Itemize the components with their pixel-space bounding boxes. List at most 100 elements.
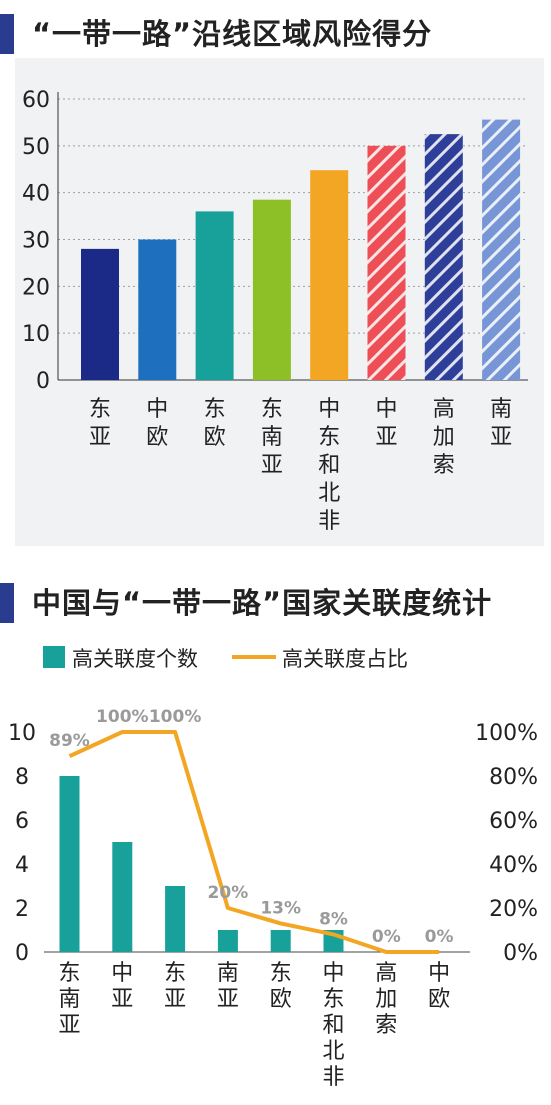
svg-text:东: 东 — [318, 425, 340, 450]
y-tick-label: 30 — [22, 229, 50, 254]
svg-text:欧: 欧 — [270, 987, 292, 1012]
x-tick-label: 东南亚 — [58, 961, 80, 1038]
svg-text:索: 索 — [375, 1013, 397, 1038]
x-tick-label: 中欧 — [146, 397, 168, 450]
svg-text:非: 非 — [322, 1065, 344, 1090]
y-right-tick-label: 100% — [475, 721, 538, 746]
data-label: 20% — [208, 883, 249, 903]
y-right-tick-label: 60% — [489, 809, 538, 834]
svg-text:和: 和 — [322, 1013, 344, 1038]
x-tick-label: 东欧 — [204, 397, 226, 450]
section-title-1: “一带一路”沿线区域风险得分 — [0, 14, 551, 54]
data-label: 0% — [372, 927, 401, 947]
x-tick-label: 南亚 — [217, 961, 239, 1012]
svg-text:欧: 欧 — [146, 425, 168, 450]
svg-text:欧: 欧 — [428, 987, 450, 1012]
y-tick-label: 60 — [22, 88, 50, 113]
data-label: 89% — [49, 731, 90, 751]
svg-text:中: 中 — [111, 961, 133, 986]
svg-text:南: 南 — [217, 961, 239, 986]
y-tick-label: 20 — [22, 275, 50, 300]
y-left-tick-label: 6 — [15, 809, 29, 834]
bar — [270, 930, 291, 952]
legend-swatch — [43, 646, 65, 668]
svg-text:东: 东 — [270, 961, 292, 986]
data-label: 0% — [425, 927, 454, 947]
svg-text:东: 东 — [261, 397, 283, 422]
svg-text:中: 中 — [322, 961, 344, 986]
bar — [310, 170, 349, 380]
bar — [59, 776, 80, 952]
x-tick-label: 高加索 — [375, 961, 397, 1038]
svg-text:非: 非 — [318, 509, 340, 534]
data-label: 13% — [260, 898, 301, 918]
svg-text:欧: 欧 — [204, 425, 226, 450]
legend: 高关联度个数 高关联度占比 — [43, 646, 408, 671]
line-series — [68, 730, 440, 954]
bar — [138, 239, 177, 380]
x-tick-label: 东亚 — [164, 961, 186, 1012]
svg-text:亚: 亚 — [375, 425, 397, 450]
x-tick-label: 中欧 — [428, 961, 450, 1012]
legend-label: 高关联度个数 — [72, 647, 198, 671]
svg-text:中: 中 — [428, 961, 450, 986]
bar — [252, 199, 291, 380]
svg-text:南: 南 — [261, 425, 283, 450]
svg-text:亚: 亚 — [217, 987, 239, 1012]
bar — [424, 134, 463, 380]
y-right-tick-label: 40% — [489, 853, 538, 878]
bar — [217, 930, 238, 952]
x-tick-label: 中亚 — [375, 397, 397, 450]
y-right-tick-label: 0% — [503, 941, 538, 966]
x-tick-label: 东南亚 — [261, 397, 283, 478]
bar — [367, 145, 406, 380]
svg-text:东: 东 — [164, 961, 186, 986]
y-tick-label: 50 — [22, 135, 50, 160]
y-tick-label: 10 — [22, 322, 50, 347]
chart1-title: “一带一路”沿线区域风险得分 — [32, 17, 433, 51]
x-tick-label: 南亚 — [490, 397, 512, 450]
legend-label: 高关联度占比 — [282, 647, 408, 671]
svg-text:东: 东 — [322, 987, 344, 1012]
data-label: 100% — [149, 707, 202, 727]
data-label: 100% — [96, 707, 149, 727]
y-left-tick-label: 8 — [15, 765, 29, 790]
y-tick-label: 0 — [36, 369, 50, 394]
y-left-tick-label: 4 — [15, 853, 29, 878]
svg-text:东: 东 — [204, 397, 226, 422]
x-tick-label: 东欧 — [270, 961, 292, 1012]
svg-text:北: 北 — [318, 481, 340, 506]
y-left-tick-label: 0 — [15, 941, 29, 966]
svg-text:亚: 亚 — [164, 987, 186, 1012]
section-title-2: 中国与“一带一路”国家关联度统计 — [0, 583, 551, 623]
svg-text:南: 南 — [58, 987, 80, 1012]
svg-text:高: 高 — [433, 397, 455, 422]
bar — [482, 119, 521, 381]
bar — [81, 248, 119, 380]
x-tick-label: 东亚 — [89, 397, 111, 450]
svg-text:中: 中 — [318, 397, 340, 422]
svg-text:亚: 亚 — [261, 453, 283, 478]
svg-text:亚: 亚 — [89, 425, 111, 450]
svg-text:东: 东 — [58, 961, 80, 986]
title-accent-bar — [0, 583, 14, 623]
bar — [165, 886, 186, 952]
data-label: 8% — [319, 909, 348, 929]
svg-text:亚: 亚 — [111, 987, 133, 1012]
y-left-tick-label: 2 — [15, 897, 29, 922]
x-tick-label: 高加索 — [433, 397, 455, 478]
svg-text:高: 高 — [375, 961, 397, 986]
svg-text:亚: 亚 — [490, 425, 512, 450]
bar — [112, 842, 133, 952]
y-right-tick-label: 80% — [489, 765, 538, 790]
svg-text:中: 中 — [375, 397, 397, 422]
bar — [195, 211, 234, 380]
x-tick-label: 中亚 — [111, 961, 133, 1012]
svg-text:南: 南 — [490, 397, 512, 422]
svg-text:和: 和 — [318, 453, 340, 478]
y-tick-label: 40 — [22, 182, 50, 207]
